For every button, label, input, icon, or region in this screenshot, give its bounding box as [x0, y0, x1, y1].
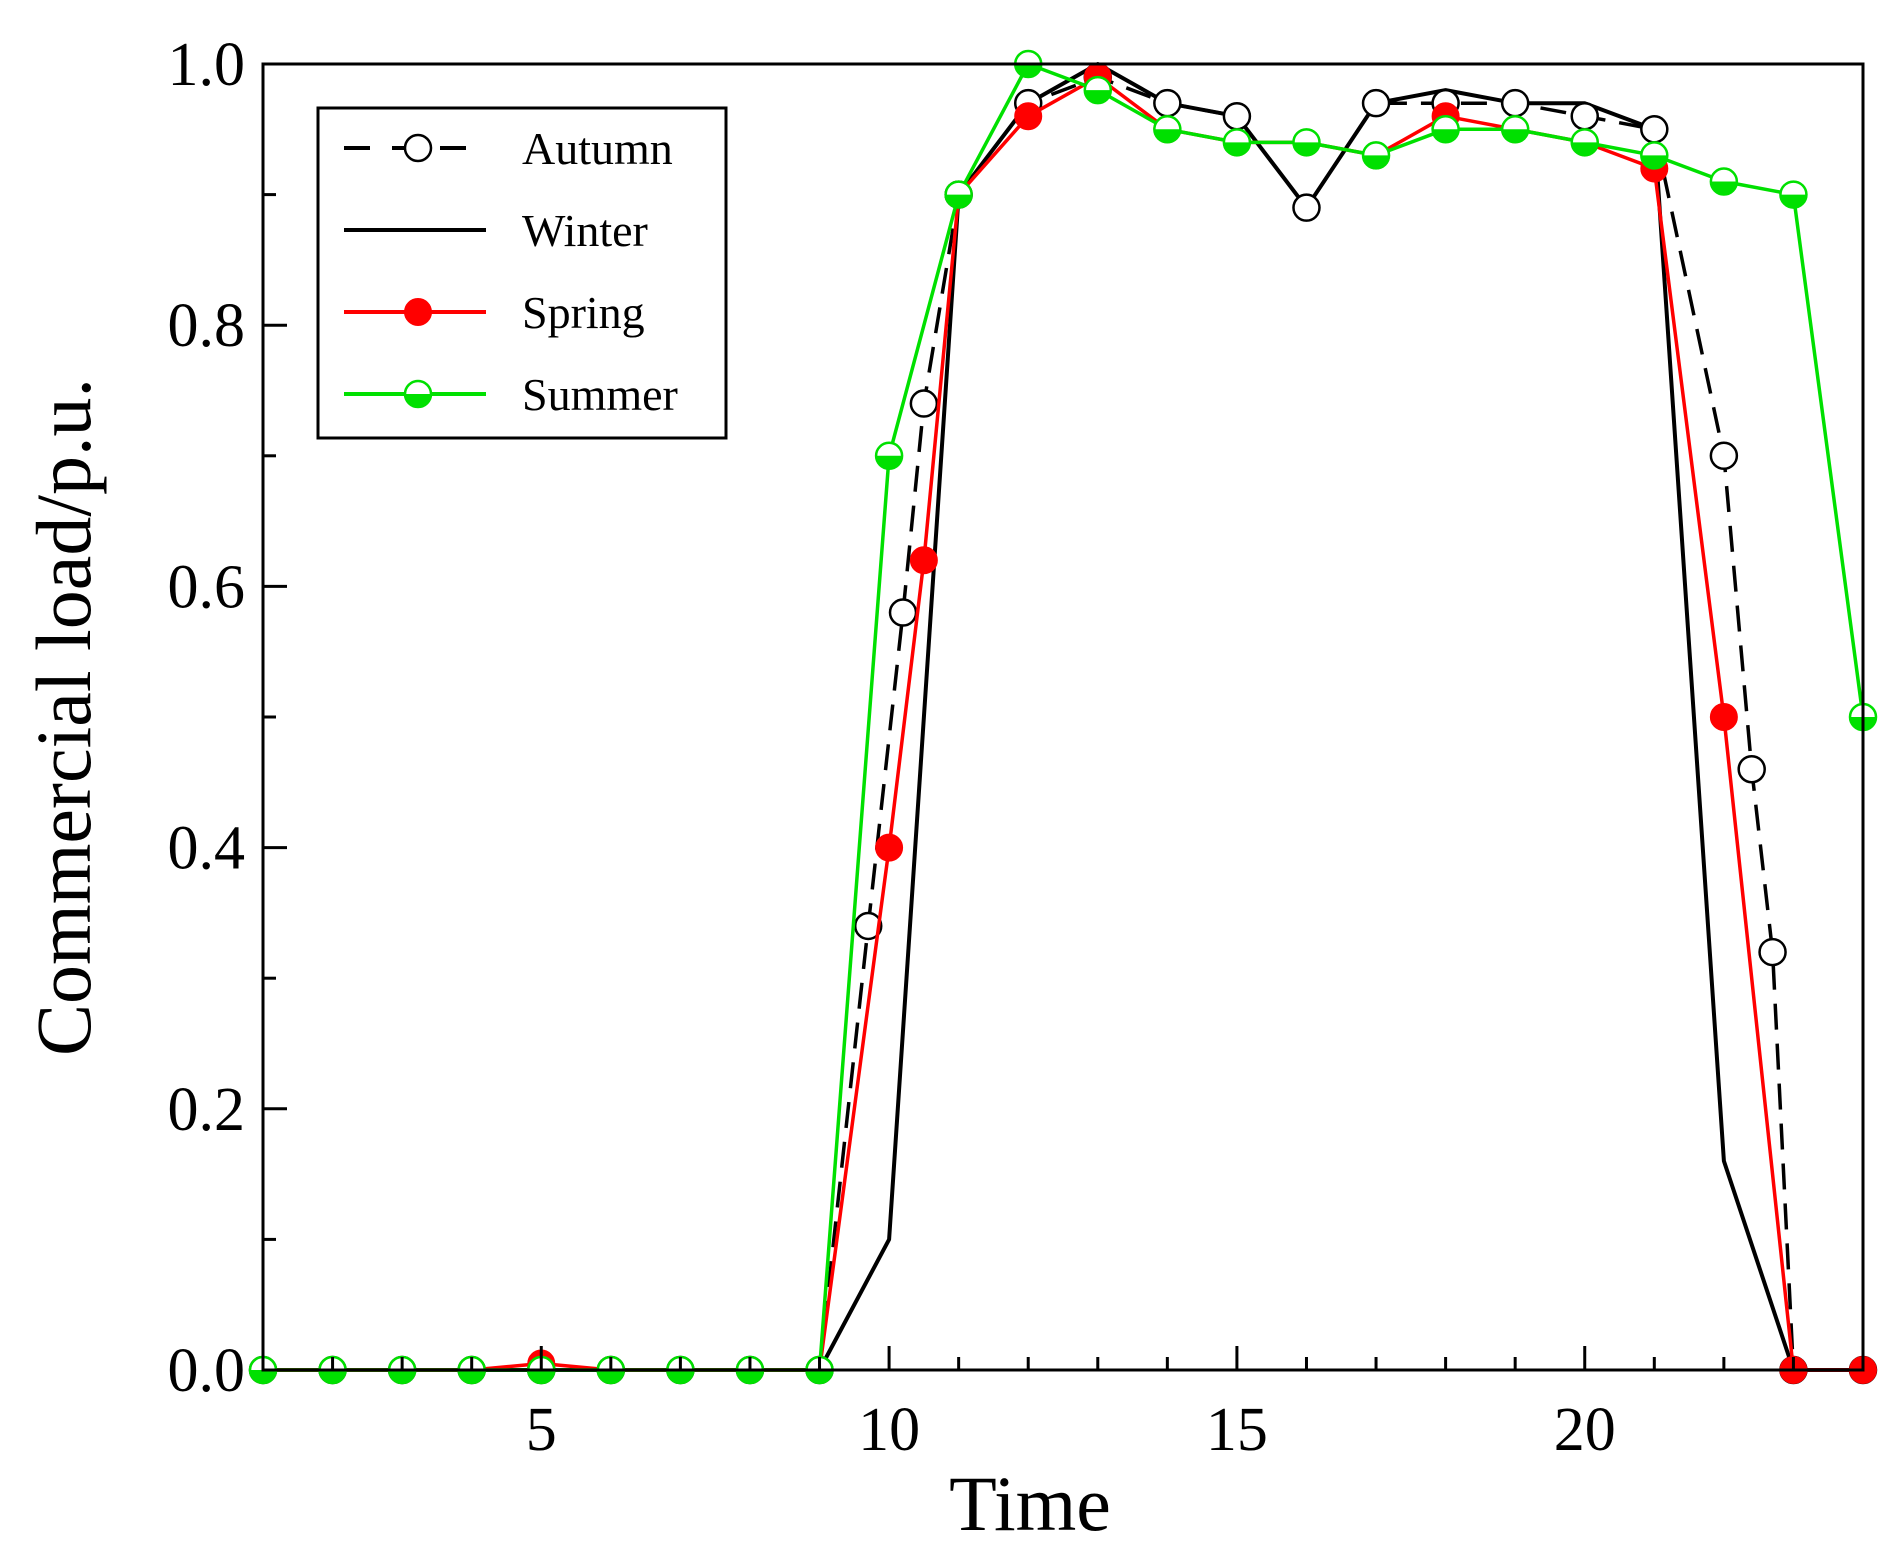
data-point [909, 389, 939, 418]
marker-fill [1223, 142, 1250, 156]
y-tick-label: 1.0 [168, 31, 246, 99]
marker-fill [250, 1370, 276, 1383]
data-point [1361, 88, 1391, 118]
y-tick-label: 0.0 [168, 1337, 246, 1405]
data-point [909, 546, 938, 575]
marker-fill [1015, 64, 1042, 77]
data-point [404, 298, 432, 326]
x-axis-title: Time [949, 1460, 1111, 1547]
x-tick-label: 15 [1206, 1396, 1268, 1464]
data-point [1500, 88, 1530, 118]
marker-fill [806, 1370, 833, 1383]
legend-label: Summer [522, 369, 678, 420]
data-point [1222, 128, 1252, 157]
legend-entries: Autumn Winter Spring Summer [344, 123, 678, 420]
data-point [874, 441, 904, 471]
data-point [1709, 441, 1739, 471]
marker-fill [458, 1370, 485, 1383]
marker-fill [1432, 129, 1459, 143]
marker-fill [1502, 129, 1529, 143]
legend-item-spring: Spring [344, 287, 645, 338]
data-point [1153, 115, 1182, 144]
legend-item-autumn: Autumn [344, 123, 673, 174]
data-point [888, 598, 918, 627]
marker-fill [405, 394, 431, 407]
series-line [263, 75, 1863, 1372]
data-point [1779, 180, 1808, 209]
data-point [1014, 102, 1043, 131]
data-point [1570, 128, 1599, 157]
marker-fill [1710, 181, 1737, 195]
data-point [1709, 703, 1738, 731]
legend-label: Winter [522, 205, 648, 256]
x-tick-label: 5 [526, 1396, 557, 1464]
marker-fill [945, 194, 972, 208]
y-tick-label: 0.8 [168, 292, 246, 360]
legend: Autumn Winter Spring Summer [316, 106, 728, 440]
marker-fill [1154, 129, 1181, 143]
marker-fill [1571, 142, 1598, 156]
data-point [944, 180, 973, 209]
y-tick-label: 0.6 [168, 553, 246, 621]
x-tick-label: 20 [1554, 1396, 1616, 1464]
y-tick-label: 0.4 [168, 815, 246, 883]
data-point [1222, 101, 1252, 131]
data-point [1500, 115, 1530, 144]
data-point [1431, 115, 1460, 144]
tick-layer: 5 10 15 20 0.0 0.2 0.4 0.6 0.8 1.0 [168, 31, 1865, 1464]
y-tick-label: 0.2 [168, 1076, 246, 1144]
marker-fill [736, 1370, 763, 1383]
x-tick-label: 10 [858, 1396, 920, 1464]
legend-item-summer: Summer [344, 369, 678, 420]
data-point [1292, 193, 1321, 222]
data-point [1292, 128, 1321, 157]
data-point [1640, 141, 1669, 170]
data-point [403, 133, 433, 163]
marker-fill [1641, 155, 1668, 169]
data-point [853, 911, 883, 941]
legend-item-winter: Winter [344, 205, 648, 256]
marker-fill [1363, 155, 1390, 169]
data-point [875, 833, 904, 862]
data-point [1758, 937, 1787, 967]
marker-fill [597, 1370, 624, 1383]
data-point [1570, 101, 1599, 131]
y-axis-title: Commercial load/p.u. [20, 378, 107, 1056]
marker-fill [319, 1370, 346, 1383]
marker-fill [1293, 142, 1320, 156]
data-point [1737, 754, 1766, 784]
data-point [1153, 88, 1182, 118]
legend-label: Spring [522, 287, 645, 338]
data-point [1640, 115, 1669, 144]
marker-fill [667, 1370, 694, 1383]
data-point [1083, 75, 1113, 105]
marker-fill [1084, 90, 1111, 104]
marker-fill [1780, 194, 1807, 208]
data-point [403, 379, 433, 409]
data-point [1709, 167, 1739, 196]
legend-label: Autumn [522, 123, 673, 174]
marker-fill [876, 455, 903, 469]
marker-fill [389, 1370, 416, 1383]
legend-box [316, 106, 728, 440]
data-point [1361, 141, 1391, 170]
marker-fill [528, 1370, 555, 1383]
